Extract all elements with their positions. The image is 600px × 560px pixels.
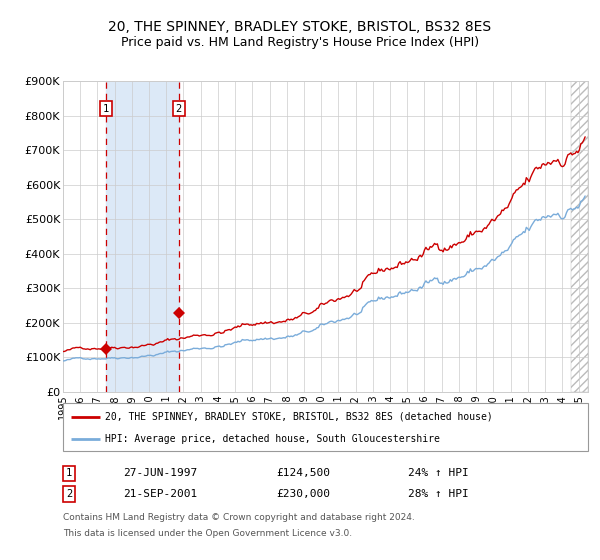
Text: 1: 1 xyxy=(66,468,72,478)
Text: 2: 2 xyxy=(66,489,72,499)
Text: 20, THE SPINNEY, BRADLEY STOKE, BRISTOL, BS32 8ES (detached house): 20, THE SPINNEY, BRADLEY STOKE, BRISTOL,… xyxy=(105,412,493,422)
Bar xyxy=(106,81,179,392)
Text: 27-JUN-1997: 27-JUN-1997 xyxy=(123,468,197,478)
Text: Contains HM Land Registry data © Crown copyright and database right 2024.: Contains HM Land Registry data © Crown c… xyxy=(63,514,415,522)
Text: 2: 2 xyxy=(176,104,182,114)
Text: Price paid vs. HM Land Registry's House Price Index (HPI): Price paid vs. HM Land Registry's House … xyxy=(121,36,479,49)
Text: 20, THE SPINNEY, BRADLEY STOKE, BRISTOL, BS32 8ES: 20, THE SPINNEY, BRADLEY STOKE, BRISTOL,… xyxy=(109,20,491,34)
Text: £230,000: £230,000 xyxy=(276,489,330,499)
Text: 24% ↑ HPI: 24% ↑ HPI xyxy=(408,468,469,478)
Text: £124,500: £124,500 xyxy=(276,468,330,478)
Text: This data is licensed under the Open Government Licence v3.0.: This data is licensed under the Open Gov… xyxy=(63,529,352,538)
Text: 28% ↑ HPI: 28% ↑ HPI xyxy=(408,489,469,499)
Text: HPI: Average price, detached house, South Gloucestershire: HPI: Average price, detached house, Sout… xyxy=(105,434,440,444)
Bar xyxy=(571,81,588,392)
Text: 21-SEP-2001: 21-SEP-2001 xyxy=(123,489,197,499)
Text: 1: 1 xyxy=(103,104,109,114)
